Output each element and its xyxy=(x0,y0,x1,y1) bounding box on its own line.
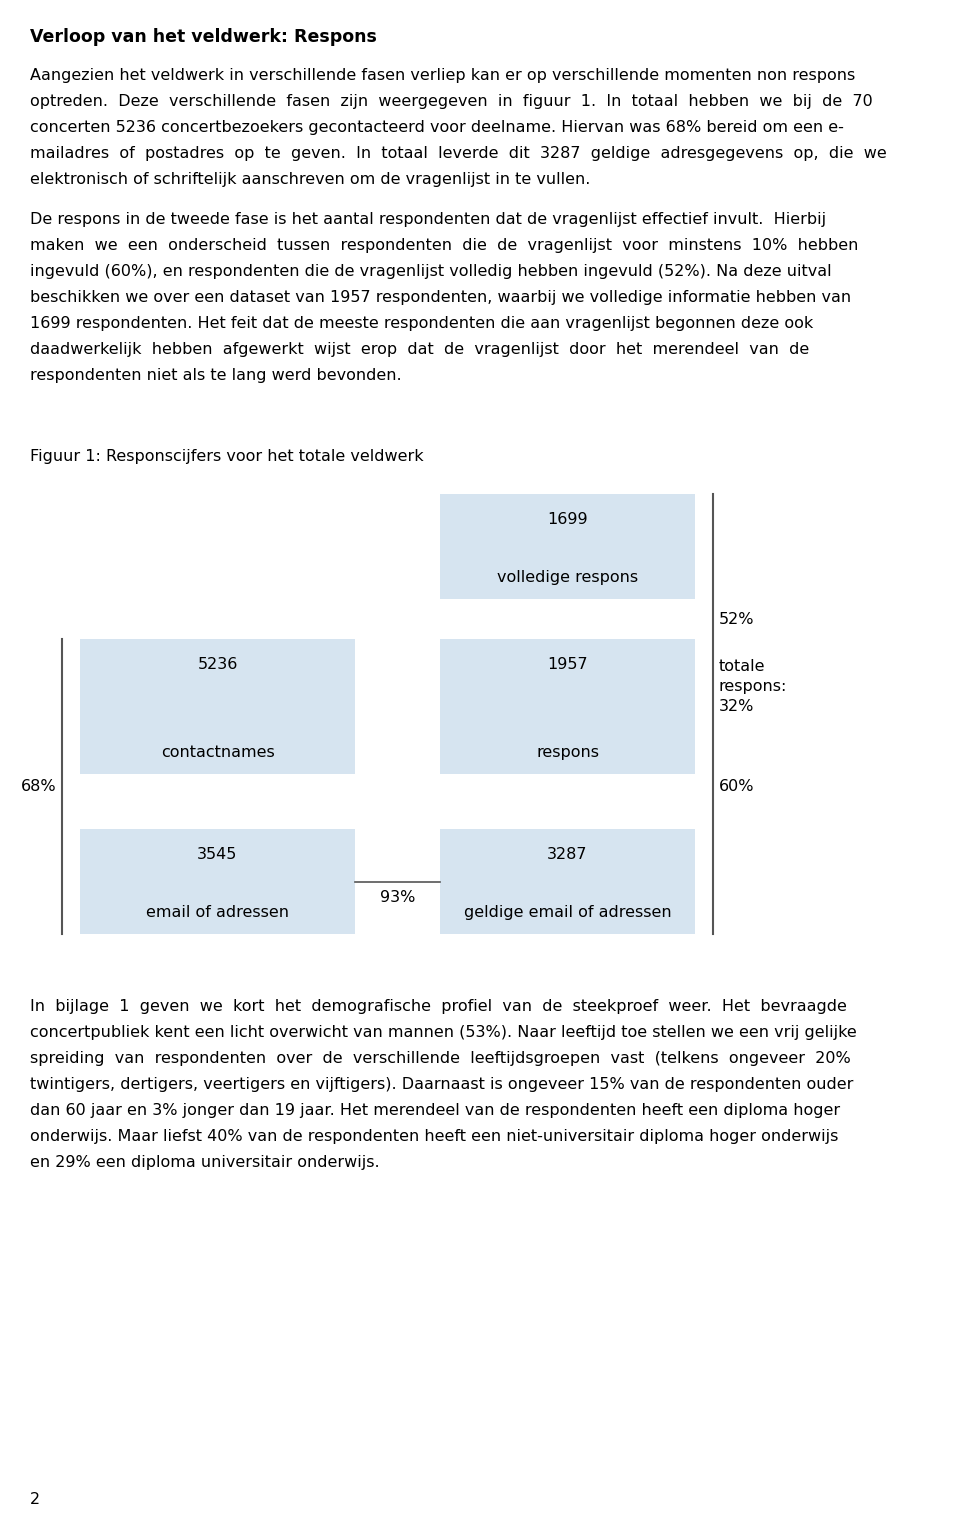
Text: daadwerkelijk  hebben  afgewerkt  wijst  erop  dat  de  vragenlijst  door  het  : daadwerkelijk hebben afgewerkt wijst ero… xyxy=(30,342,809,357)
Text: respons: respons xyxy=(536,745,599,760)
Text: onderwijs. Maar liefst 40% van de respondenten heeft een niet-universitair diplo: onderwijs. Maar liefst 40% van de respon… xyxy=(30,1129,838,1144)
Text: 93%: 93% xyxy=(380,890,415,905)
Text: 2: 2 xyxy=(30,1492,40,1507)
Text: respons:: respons: xyxy=(719,678,787,694)
Text: dan 60 jaar en 3% jonger dan 19 jaar. Het merendeel van de respondenten heeft ee: dan 60 jaar en 3% jonger dan 19 jaar. He… xyxy=(30,1103,840,1118)
Text: respondenten niet als te lang werd bevonden.: respondenten niet als te lang werd bevon… xyxy=(30,368,401,383)
Text: 3545: 3545 xyxy=(198,847,238,862)
Text: 60%: 60% xyxy=(719,779,755,794)
Text: Figuur 1: Responscijfers voor het totale veldwerk: Figuur 1: Responscijfers voor het totale… xyxy=(30,449,423,464)
Text: optreden.  Deze  verschillende  fasen  zijn  weergegeven  in  figuur  1.  In  to: optreden. Deze verschillende fasen zijn … xyxy=(30,94,873,110)
Text: In  bijlage  1  geven  we  kort  het  demografische  profiel  van  de  steekproe: In bijlage 1 geven we kort het demografi… xyxy=(30,999,847,1015)
Text: 1699 respondenten. Het feit dat de meeste respondenten die aan vragenlijst begon: 1699 respondenten. Het feit dat de meest… xyxy=(30,316,813,332)
Bar xyxy=(80,639,355,774)
Text: 52%: 52% xyxy=(719,611,755,627)
Text: mailadres  of  postadres  op  te  geven.  In  totaal  leverde  dit  3287  geldig: mailadres of postadres op te geven. In t… xyxy=(30,146,887,161)
Text: 5236: 5236 xyxy=(198,657,238,672)
Text: spreiding  van  respondenten  over  de  verschillende  leeftijdsgroepen  vast  (: spreiding van respondenten over de versc… xyxy=(30,1051,851,1066)
Text: 1699: 1699 xyxy=(547,513,588,526)
Text: concertpubliek kent een licht overwicht van mannen (53%). Naar leeftijd toe stel: concertpubliek kent een licht overwicht … xyxy=(30,1025,856,1040)
Text: totale: totale xyxy=(719,659,765,674)
Text: concerten 5236 concertbezoekers gecontacteerd voor deelname. Hiervan was 68% ber: concerten 5236 concertbezoekers gecontac… xyxy=(30,120,844,135)
Text: De respons in de tweede fase is het aantal respondenten dat de vragenlijst effec: De respons in de tweede fase is het aant… xyxy=(30,211,827,227)
Text: Aangezien het veldwerk in verschillende fasen verliep kan er op verschillende mo: Aangezien het veldwerk in verschillende … xyxy=(30,68,855,84)
Bar xyxy=(440,829,695,934)
Text: ingevuld (60%), en respondenten die de vragenlijst volledig hebben ingevuld (52%: ingevuld (60%), en respondenten die de v… xyxy=(30,265,831,278)
Bar xyxy=(440,639,695,774)
Text: contactnames: contactnames xyxy=(160,745,275,760)
Text: geldige email of adressen: geldige email of adressen xyxy=(464,905,671,920)
Text: volledige respons: volledige respons xyxy=(497,570,638,586)
Text: 1957: 1957 xyxy=(547,657,588,672)
Text: maken  we  een  onderscheid  tussen  respondenten  die  de  vragenlijst  voor  m: maken we een onderscheid tussen responde… xyxy=(30,237,858,252)
Text: Verloop van het veldwerk: Respons: Verloop van het veldwerk: Respons xyxy=(30,27,377,46)
Text: elektronisch of schriftelijk aanschreven om de vragenlijst in te vullen.: elektronisch of schriftelijk aanschreven… xyxy=(30,172,590,187)
Bar xyxy=(80,829,355,934)
Text: en 29% een diploma universitair onderwijs.: en 29% een diploma universitair onderwij… xyxy=(30,1154,379,1170)
Text: 68%: 68% xyxy=(20,779,56,794)
Text: beschikken we over een dataset van 1957 respondenten, waarbij we volledige infor: beschikken we over een dataset van 1957 … xyxy=(30,291,852,306)
Text: 3287: 3287 xyxy=(547,847,588,862)
Bar xyxy=(440,494,695,599)
Text: email of adressen: email of adressen xyxy=(146,905,289,920)
Text: 32%: 32% xyxy=(719,700,755,713)
Text: twintigers, dertigers, veertigers en vijftigers). Daarnaast is ongeveer 15% van : twintigers, dertigers, veertigers en vij… xyxy=(30,1077,853,1092)
